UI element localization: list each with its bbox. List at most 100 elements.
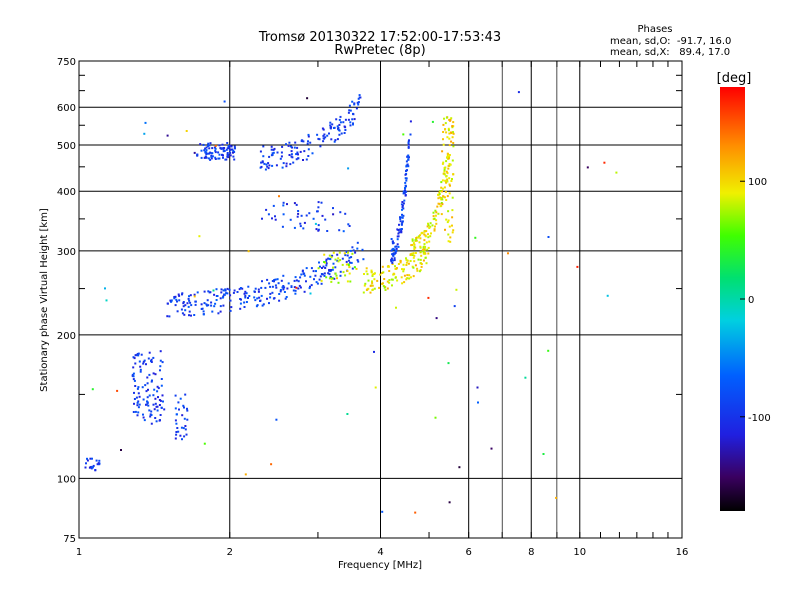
data-point (295, 203, 298, 206)
data-point (133, 357, 136, 360)
data-point (396, 243, 399, 246)
data-point (447, 219, 450, 222)
data-point (293, 286, 296, 289)
data-point (371, 281, 374, 284)
data-point (425, 230, 428, 233)
data-point (270, 463, 273, 466)
data-point (210, 301, 213, 304)
data-point (378, 286, 381, 289)
data-point (281, 145, 284, 148)
data-point (175, 431, 178, 433)
data-point (280, 151, 283, 154)
data-point (452, 132, 455, 135)
x-tick-label: 6 (465, 547, 471, 558)
data-point (417, 235, 420, 238)
data-point (391, 253, 394, 256)
data-point (339, 259, 342, 262)
data-point (183, 313, 186, 316)
data-point (290, 150, 293, 153)
data-point (422, 250, 425, 253)
data-point (265, 208, 268, 211)
data-point (329, 127, 332, 130)
data-point (379, 273, 382, 276)
data-point (244, 294, 247, 297)
data-point (116, 389, 119, 392)
data-point (144, 384, 147, 387)
data-point (399, 216, 401, 219)
data-point (183, 435, 186, 438)
data-point (226, 287, 229, 290)
data-point (320, 282, 323, 285)
colorbar: [deg] 100 0 -100 (717, 71, 771, 511)
data-point (280, 279, 283, 282)
data-point (349, 249, 352, 252)
data-point (448, 501, 451, 504)
data-point (339, 211, 342, 214)
data-point (142, 398, 145, 401)
data-point (335, 118, 338, 121)
data-point (229, 309, 232, 312)
data-point (332, 251, 335, 254)
data-point (344, 212, 347, 215)
data-point (352, 123, 354, 126)
data-point (303, 272, 306, 275)
data-point (232, 155, 235, 158)
data-point (393, 248, 396, 251)
data-point (85, 462, 87, 465)
data-point (409, 133, 412, 136)
data-point (388, 279, 391, 281)
data-point (307, 155, 310, 157)
data-point (330, 126, 333, 129)
data-point (227, 156, 230, 159)
data-point (452, 142, 455, 144)
data-point (98, 463, 101, 466)
data-point (404, 177, 407, 180)
data-point (142, 360, 145, 363)
data-point (344, 126, 347, 129)
data-point (307, 133, 310, 136)
data-point (210, 156, 213, 159)
data-point (349, 109, 352, 112)
data-point (351, 100, 354, 103)
data-point (153, 408, 156, 411)
data-point (442, 123, 445, 126)
data-point (394, 245, 397, 248)
data-point (135, 354, 138, 357)
data-point (328, 254, 331, 257)
data-point (206, 299, 209, 302)
data-point (317, 137, 320, 140)
data-point (344, 254, 347, 257)
data-point (427, 296, 430, 299)
data-point (576, 265, 579, 268)
data-point (447, 210, 450, 213)
data-point (132, 411, 135, 413)
data-point (285, 165, 288, 168)
data-point (154, 373, 157, 376)
data-point (381, 282, 384, 285)
data-point (369, 284, 372, 287)
data-point (266, 297, 268, 300)
data-point (285, 143, 287, 146)
data-point (371, 288, 374, 291)
data-point (400, 230, 403, 232)
data-point (405, 170, 407, 173)
data-point (414, 511, 417, 514)
data-point (232, 291, 235, 294)
data-point (381, 510, 384, 513)
data-point (555, 496, 558, 499)
data-point (324, 136, 327, 139)
data-point (181, 414, 184, 417)
data-point (268, 155, 271, 158)
data-point (443, 170, 446, 173)
data-point (214, 144, 217, 147)
data-point (232, 150, 235, 152)
data-point (369, 291, 372, 294)
data-point (233, 145, 236, 148)
data-point (276, 151, 279, 154)
data-point (355, 267, 358, 270)
data-point (448, 225, 451, 228)
data-point (349, 124, 352, 127)
data-point (441, 179, 444, 182)
data-point (248, 295, 251, 297)
data-point (138, 395, 141, 398)
